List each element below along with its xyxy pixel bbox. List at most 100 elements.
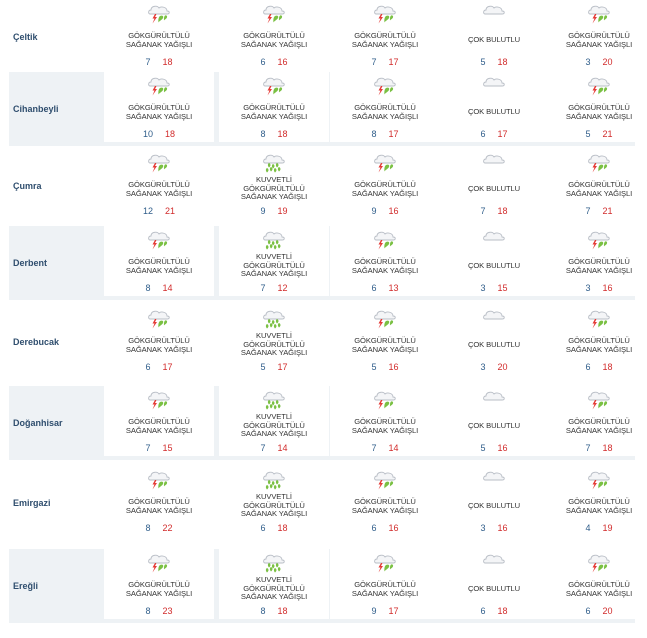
district-row: Ereğli GÖKGÜRÜLTÜLÜ SAĞANAK YAĞIŞLI 8 23 KUVV…: [9, 549, 647, 623]
condition-line: GÖKGÜRÜLTÜLÜ: [128, 497, 190, 506]
max-temperature: 18: [277, 523, 288, 533]
condition-line: GÖKGÜRÜLTÜLÜ: [568, 417, 630, 426]
condition-text: GÖKGÜRÜLTÜLÜ SAĞANAK YAĞIŞLI: [104, 336, 214, 354]
cloud-icon: [481, 75, 507, 97]
district-name[interactable]: Derebucak: [13, 337, 60, 347]
district-name[interactable]: Ereğli: [13, 581, 39, 591]
condition-line: GÖKGÜRÜLTÜLÜ: [243, 339, 305, 349]
max-temperature: 18: [497, 57, 508, 67]
forecast-cell: ÇOK BULUTLU 5 18: [439, 0, 549, 70]
max-temperature: 23: [162, 606, 173, 616]
forecast-cell: GÖKGÜRÜLTÜLÜ SAĞANAK YAĞIŞLI 3 16: [544, 226, 647, 296]
forecast-cell: ÇOK BULUTLU 6 18: [439, 549, 549, 619]
min-temperature: 8: [260, 606, 266, 616]
condition-line: SAĞANAK YAĞIŞLI: [125, 588, 193, 598]
forecast-cell: ÇOK BULUTLU 6 17: [439, 72, 549, 142]
temperature-range: 3 20: [544, 57, 647, 67]
thunderstorm-icon: [372, 389, 398, 411]
thunderstorm-icon: [586, 229, 612, 251]
max-temperature: 17: [388, 57, 399, 67]
condition-line: GÖKGÜRÜLTÜLÜ: [128, 580, 190, 589]
min-temperature: 6: [371, 523, 377, 533]
condition-line: SAĞANAK YAĞIŞLI: [351, 39, 419, 49]
temperature-range: 3 16: [544, 283, 647, 293]
condition-line: SAĞANAK YAĞIŞLI: [240, 592, 308, 602]
thunderstorm-icon: [372, 552, 398, 574]
cloud-icon: [481, 152, 507, 174]
forecast-cell: GÖKGÜRÜLTÜLÜ SAĞANAK YAĞIŞLI 5 16: [330, 305, 440, 375]
condition-line: SAĞANAK YAĞIŞLI: [240, 39, 308, 49]
condition-text: KUVVETLİ GÖKGÜRÜLTÜLÜ SAĞANAK YAĞIŞLI: [219, 412, 329, 439]
temperature-range: 6 16: [330, 523, 440, 533]
condition-line: ÇOK BULUTLU: [467, 340, 521, 349]
min-temperature: 10: [142, 129, 153, 139]
condition-text: GÖKGÜRÜLTÜLÜ SAĞANAK YAĞIŞLI: [330, 417, 440, 435]
district-name[interactable]: Doğanhisar: [13, 418, 63, 428]
condition-line: GÖKGÜRÜLTÜLÜ: [128, 31, 190, 40]
condition-line: SAĞANAK YAĞIŞLI: [125, 425, 193, 435]
condition-text: GÖKGÜRÜLTÜLÜ SAĞANAK YAĞIŞLI: [104, 257, 214, 275]
temperature-range: 9 16: [330, 206, 440, 216]
condition-line: SAĞANAK YAĞIŞLI: [240, 192, 308, 202]
condition-text: KUVVETLİ GÖKGÜRÜLTÜLÜ SAĞANAK YAĞIŞLI: [219, 175, 329, 202]
condition-line: SAĞANAK YAĞIŞLI: [240, 269, 308, 279]
thunderstorm-icon: [586, 552, 612, 574]
temperature-range: 3 20: [439, 362, 549, 372]
temperature-range: 3 16: [439, 523, 549, 533]
max-temperature: 12: [277, 283, 288, 293]
temperature-range: 6 16: [219, 57, 329, 67]
condition-line: SAĞANAK YAĞIŞLI: [565, 265, 633, 275]
condition-text: GÖKGÜRÜLTÜLÜ SAĞANAK YAĞIŞLI: [330, 497, 440, 515]
condition-line: ÇOK BULUTLU: [467, 107, 521, 116]
condition-text: GÖKGÜRÜLTÜLÜ SAĞANAK YAĞIŞLI: [104, 103, 214, 121]
forecast-cell: KUVVETLİ GÖKGÜRÜLTÜLÜ SAĞANAK YAĞIŞLI 5 17: [219, 305, 329, 375]
condition-line: GÖKGÜRÜLTÜLÜ: [354, 497, 416, 506]
condition-line: GÖKGÜRÜLTÜLÜ: [568, 31, 630, 40]
forecast-cell: GÖKGÜRÜLTÜLÜ SAĞANAK YAĞIŞLI 7 15: [104, 386, 214, 456]
max-temperature: 19: [277, 206, 288, 216]
thunderstorm-icon: [586, 3, 612, 25]
condition-line: GÖKGÜRÜLTÜLÜ: [354, 103, 416, 112]
heavy-rain-icon: [261, 469, 287, 491]
condition-line: GÖKGÜRÜLTÜLÜ: [243, 500, 305, 510]
condition-line: GÖKGÜRÜLTÜLÜ: [354, 336, 416, 345]
district-name[interactable]: Emirgazi: [13, 498, 51, 508]
forecast-cell: GÖKGÜRÜLTÜLÜ SAĞANAK YAĞIŞLI 7 18: [104, 0, 214, 70]
max-temperature: 20: [497, 362, 508, 372]
district-name[interactable]: Çumra: [13, 181, 42, 191]
max-temperature: 18: [277, 606, 288, 616]
min-temperature: 7: [585, 206, 591, 216]
condition-line: SAĞANAK YAĞIŞLI: [125, 344, 193, 354]
min-temperature: 4: [585, 523, 591, 533]
condition-line: GÖKGÜRÜLTÜLÜ: [128, 180, 190, 189]
condition-text: ÇOK BULUTLU: [439, 584, 549, 594]
condition-line: GÖKGÜRÜLTÜLÜ: [568, 103, 630, 112]
district-name[interactable]: Derbent: [13, 258, 48, 268]
temperature-range: 6 17: [104, 362, 214, 372]
condition-line: SAĞANAK YAĞIŞLI: [565, 188, 633, 198]
district-name[interactable]: Cihanbeyli: [13, 104, 59, 114]
condition-text: ÇOK BULUTLU: [439, 184, 549, 194]
temperature-range: 3 15: [439, 283, 549, 293]
max-temperature: 16: [497, 523, 508, 533]
temperature-range: 7 14: [330, 443, 440, 453]
district-name[interactable]: Çeltik: [13, 32, 38, 42]
min-temperature: 7: [371, 57, 377, 67]
condition-line: GÖKGÜRÜLTÜLÜ: [243, 31, 305, 40]
temperature-range: 8 23: [104, 606, 214, 616]
thunderstorm-icon: [146, 469, 172, 491]
max-temperature: 16: [602, 283, 613, 293]
min-temperature: 8: [371, 129, 377, 139]
temperature-range: 4 19: [544, 523, 647, 533]
temperature-range: 6 13: [330, 283, 440, 293]
forecast-cell: GÖKGÜRÜLTÜLÜ SAĞANAK YAĞIŞLI 6 13: [330, 226, 440, 296]
temperature-range: 7 21: [544, 206, 647, 216]
condition-line: GÖKGÜRÜLTÜLÜ: [354, 31, 416, 40]
district-row: Derebucak GÖKGÜRÜLTÜLÜ SAĞANAK YAĞIŞLI 6 17 K…: [9, 305, 647, 379]
max-temperature: 18: [602, 443, 613, 453]
min-temperature: 6: [145, 362, 151, 372]
forecast-cell: GÖKGÜRÜLTÜLÜ SAĞANAK YAĞIŞLI 9 17: [330, 549, 440, 619]
condition-line: SAĞANAK YAĞIŞLI: [565, 344, 633, 354]
max-temperature: 21: [602, 206, 613, 216]
temperature-range: 7 18: [439, 206, 549, 216]
